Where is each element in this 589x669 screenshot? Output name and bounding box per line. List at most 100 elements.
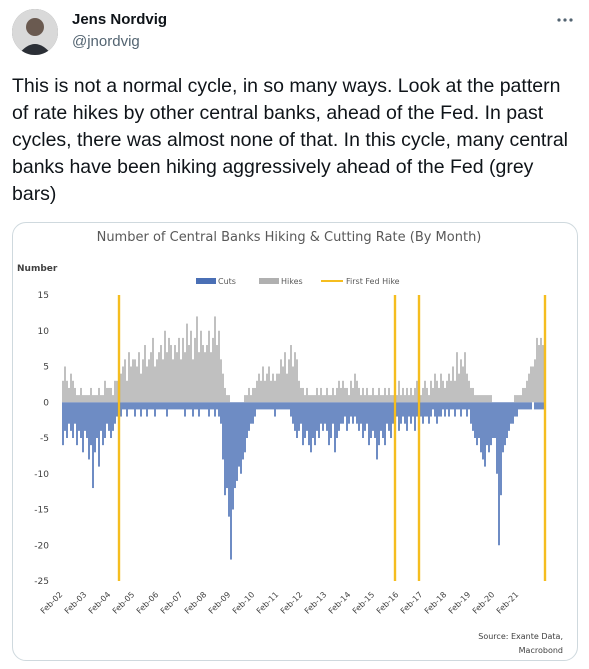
hike-bar (478, 395, 480, 403)
cut-bar (352, 402, 354, 424)
fed-hike-line (393, 295, 397, 581)
hike-bar (486, 395, 488, 403)
hike-bar (66, 380, 68, 403)
cut-bar (526, 402, 528, 410)
cut-bar (510, 402, 512, 424)
hike-bar (440, 373, 442, 403)
cut-bar (296, 402, 298, 438)
cut-bar (158, 402, 160, 410)
hike-bar (372, 387, 374, 403)
hike-bar (410, 387, 412, 403)
hike-bar (438, 387, 440, 403)
cut-bar (226, 402, 228, 489)
cut-bar (324, 402, 326, 424)
cut-bar (392, 402, 394, 424)
hike-bar (120, 373, 122, 403)
cut-bar (72, 402, 74, 438)
cut-bar (254, 402, 256, 417)
hike-bar (472, 387, 474, 403)
hike-bar (218, 330, 220, 403)
cut-bar (340, 402, 342, 424)
cut-bar (128, 402, 130, 410)
hike-bar (128, 352, 130, 403)
cut-bar (420, 402, 422, 417)
hike-bar (280, 359, 282, 403)
hike-bar (480, 395, 482, 403)
cut-bar (214, 402, 216, 417)
hike-bar (196, 316, 198, 403)
x-tick-label: Feb-09 (207, 590, 233, 616)
hike-bar (102, 395, 104, 403)
cut-bar (342, 402, 344, 424)
hike-bar (268, 366, 270, 403)
hike-bar (90, 387, 92, 403)
x-tick-label: Feb-03 (63, 590, 89, 616)
cut-bar (350, 402, 352, 417)
cut-bar (146, 402, 148, 417)
cut-bar (470, 402, 472, 424)
cut-bar (368, 402, 370, 446)
hike-bar (104, 380, 106, 403)
hike-bar (282, 366, 284, 403)
x-tick-label: Feb-12 (279, 590, 305, 616)
cut-bar (160, 402, 162, 410)
avatar-image (12, 9, 58, 55)
cut-bar (500, 402, 502, 496)
cut-bar (326, 402, 328, 431)
cut-bar (244, 402, 246, 453)
cut-bar (514, 402, 516, 417)
hike-bar (210, 352, 212, 403)
hike-bar (476, 395, 478, 403)
cut-bar (482, 402, 484, 460)
cut-bar (440, 402, 442, 417)
hike-bar (174, 345, 176, 403)
author-name[interactable]: Jens Nordvig (72, 11, 168, 28)
hike-bar (194, 337, 196, 403)
cut-bar (148, 402, 150, 410)
cut-bar (218, 402, 220, 417)
hike-bar (464, 352, 466, 403)
hike-bar (414, 387, 416, 403)
hike-bar (254, 387, 256, 403)
cut-bar (480, 402, 482, 453)
cut-bar (432, 402, 434, 410)
hike-bar (76, 395, 78, 403)
hike-bar (290, 345, 292, 403)
cut-bar (280, 402, 282, 410)
x-tick-label: Feb-16 (375, 590, 401, 616)
hike-bar (468, 380, 470, 403)
hike-bar (84, 395, 86, 403)
hike-bar (422, 387, 424, 403)
cut-bar (120, 402, 122, 417)
cut-bar (204, 402, 206, 410)
cut-bar (122, 402, 124, 410)
media-card[interactable]: Number of Central Banks Hiking & Cutting… (12, 222, 578, 661)
cut-bar (530, 402, 532, 410)
hike-bar (220, 359, 222, 403)
more-menu[interactable] (555, 14, 575, 26)
hike-bar (266, 373, 268, 403)
hike-bar (366, 387, 368, 403)
hike-bar (100, 395, 102, 403)
hike-bar (374, 395, 376, 403)
cut-bar (292, 402, 294, 424)
cut-bar (286, 402, 288, 410)
hike-bar (130, 366, 132, 403)
cut-bar (522, 402, 524, 410)
avatar[interactable] (12, 9, 58, 55)
x-tick-label: Feb-14 (327, 590, 353, 616)
cut-bar (468, 402, 470, 410)
cut-bar (200, 402, 202, 410)
cut-bar (538, 402, 540, 410)
hike-bar (348, 395, 350, 403)
cut-bar (380, 402, 382, 431)
cut-bar (90, 402, 92, 446)
x-tick-label: Feb-19 (447, 590, 473, 616)
author-handle[interactable]: @jnordvig (72, 33, 140, 50)
cut-bar (448, 402, 450, 417)
hike-bar (144, 345, 146, 403)
x-tick-label: Feb-21 (495, 590, 521, 616)
x-tick-label: Feb-04 (87, 590, 113, 616)
hike-bar (444, 387, 446, 403)
hike-bar (190, 330, 192, 403)
